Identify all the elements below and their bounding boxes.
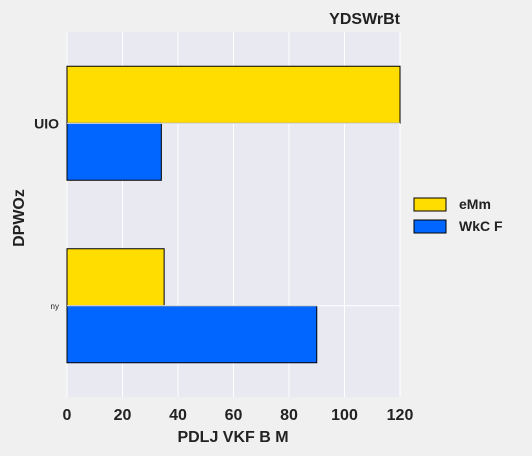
y-tick-label: UIO <box>34 115 59 131</box>
x-tick-label: 100 <box>331 407 358 424</box>
x-tick-label: 40 <box>169 407 187 424</box>
bar <box>66 65 401 124</box>
bar <box>66 122 162 181</box>
category-labels: UIO ny <box>34 115 59 311</box>
x-axis-title: PDLJ VKF B M <box>177 429 288 446</box>
bars <box>66 65 401 364</box>
x-tick-label: 120 <box>387 407 414 424</box>
x-tick-label: 0 <box>63 407 72 424</box>
legend: eMm WkC F <box>413 196 503 234</box>
x-tick-label: 60 <box>225 407 243 424</box>
y-axis-title: DPWOz <box>11 189 28 247</box>
x-tick-labels: 0 20 40 60 80 100 120 <box>63 407 414 424</box>
x-tick-label: 80 <box>280 407 298 424</box>
legend-label: WkC F <box>459 218 503 234</box>
chart-title: YDSWrBt <box>329 11 400 28</box>
legend-swatch <box>413 197 447 212</box>
bar <box>66 248 165 307</box>
legend-swatch <box>413 219 447 234</box>
legend-label: eMm <box>459 196 491 212</box>
bar <box>66 305 318 364</box>
x-tick-label: 20 <box>114 407 132 424</box>
y-tick-label: ny <box>51 302 59 311</box>
